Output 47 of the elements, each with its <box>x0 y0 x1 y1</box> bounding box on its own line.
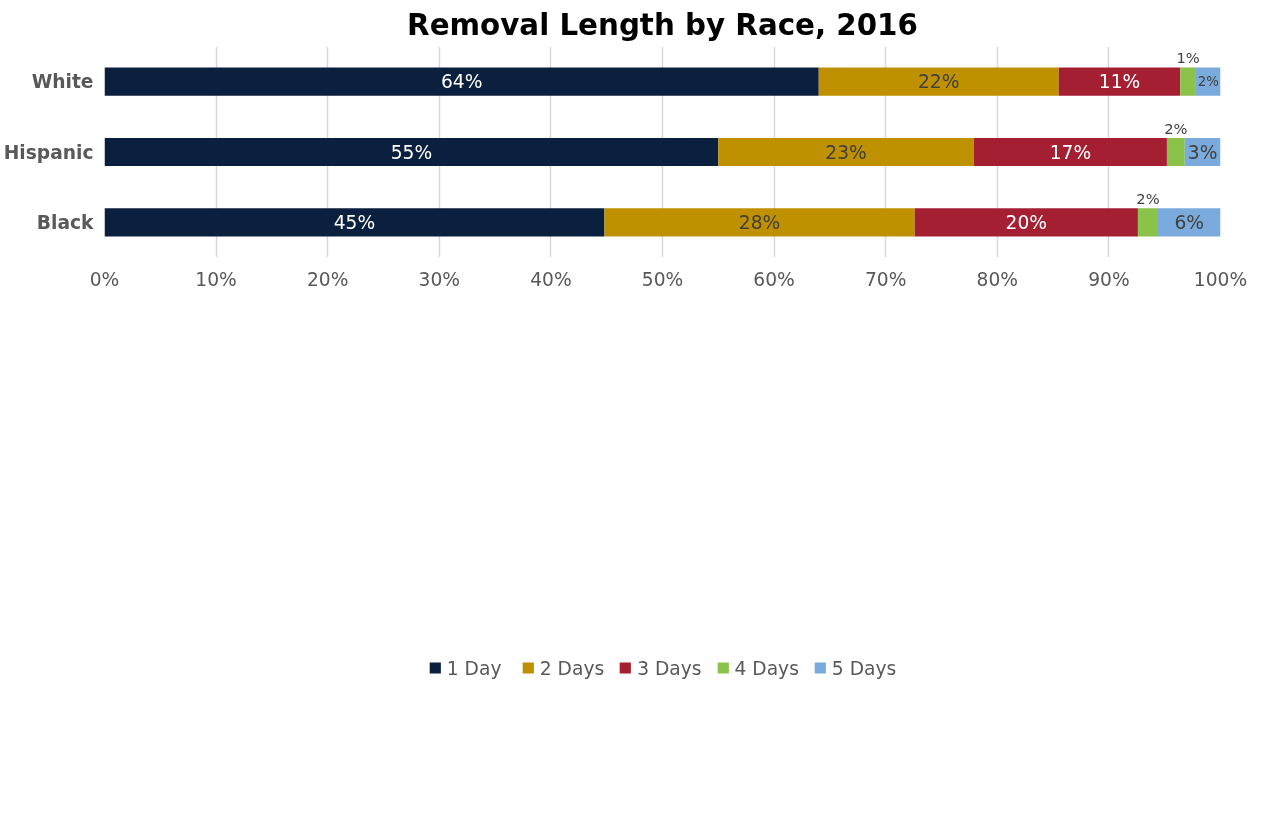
data-label: 2% <box>1136 189 1160 207</box>
bar <box>1180 67 1196 96</box>
bar <box>1058 67 1181 96</box>
data-label: 6% <box>1174 211 1205 233</box>
x-tick-label: 50% <box>641 268 684 290</box>
x-tick-label: 60% <box>753 268 795 290</box>
x-tick-label: 20% <box>306 268 349 290</box>
x-tick-label: 0% <box>89 268 120 290</box>
data-label: 17% <box>1049 141 1092 163</box>
legend-label: 3 Days <box>637 657 702 679</box>
x-tick-label: 80% <box>976 268 1019 290</box>
data-label: 3% <box>1187 141 1218 163</box>
legend-label: 4 Days <box>734 657 799 679</box>
chart-title: Removal Length by Race, 2016 <box>407 7 918 42</box>
bar <box>104 67 819 96</box>
bar <box>818 67 1059 96</box>
data-label: 1% <box>1176 49 1200 67</box>
y-tick-label: Hispanic <box>3 141 94 163</box>
bar <box>973 137 1167 167</box>
data-label: 28% <box>738 211 781 233</box>
data-label: 64% <box>440 71 483 93</box>
x-tick-label: 70% <box>864 268 907 290</box>
bar <box>914 208 1138 237</box>
x-tick-label: 30% <box>418 268 461 290</box>
bar <box>1166 137 1185 167</box>
bar <box>104 208 605 237</box>
data-label: 2% <box>1164 119 1188 137</box>
data-label: 2% <box>1197 74 1219 90</box>
data-label: 45% <box>333 211 376 233</box>
data-label: 55% <box>390 141 433 163</box>
legend-label: 1 Day <box>446 657 503 679</box>
data-label: 20% <box>1005 211 1048 233</box>
legend-label: 5 Days <box>831 657 897 679</box>
bar <box>718 137 974 167</box>
bar <box>1137 208 1158 237</box>
bar <box>104 137 719 167</box>
data-label: 22% <box>917 71 960 93</box>
x-tick-label: 100% <box>1193 268 1248 290</box>
bar <box>604 208 915 237</box>
data-label: 23% <box>825 141 867 163</box>
y-tick-label: White <box>31 71 94 93</box>
x-tick-label: 40% <box>530 268 572 290</box>
legend-label: 2 Days <box>539 657 605 679</box>
y-tick-label: Black <box>36 211 95 233</box>
x-tick-label: 10% <box>195 268 237 290</box>
data-label: 11% <box>1098 71 1141 93</box>
x-tick-label: 90% <box>1088 268 1130 290</box>
